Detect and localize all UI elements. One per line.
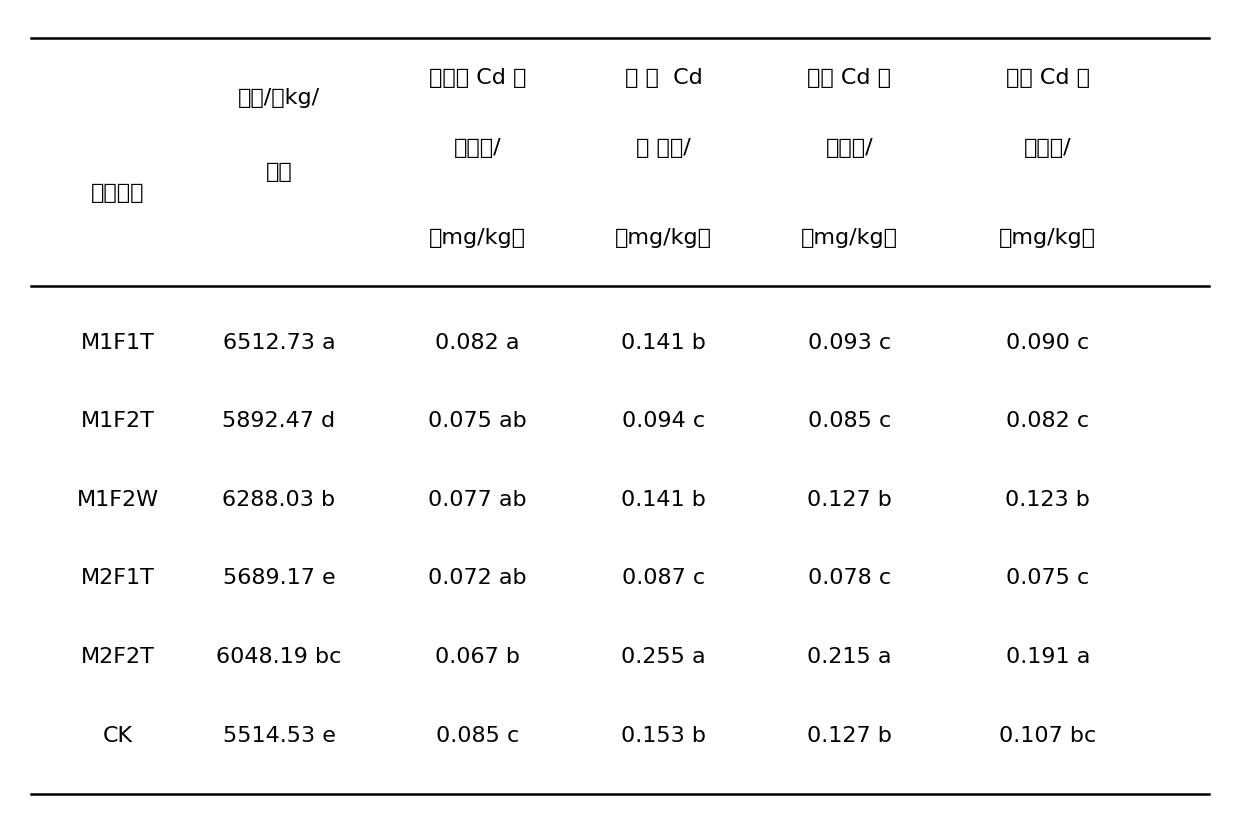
Text: 0.093 c: 0.093 c [807, 333, 892, 352]
Text: 0.075 ab: 0.075 ab [428, 411, 527, 431]
Text: M1F2T: M1F2T [81, 411, 155, 431]
Text: 亩）: 亩） [265, 162, 293, 182]
Text: 0.082 a: 0.082 a [435, 333, 520, 352]
Text: 0.191 a: 0.191 a [1006, 646, 1090, 666]
Text: 6512.73 a: 6512.73 a [223, 333, 335, 352]
Text: 5689.17 e: 5689.17 e [223, 568, 335, 588]
Text: M2F1T: M2F1T [81, 568, 155, 588]
Text: 0.141 b: 0.141 b [621, 489, 706, 509]
Text: 0.077 ab: 0.077 ab [428, 489, 527, 509]
Text: （mg/kg）: （mg/kg） [429, 228, 526, 247]
Text: 6048.19 bc: 6048.19 bc [216, 646, 342, 666]
Text: 0.090 c: 0.090 c [1006, 333, 1090, 352]
Text: 5892.47 d: 5892.47 d [222, 411, 336, 431]
Text: 0.153 b: 0.153 b [621, 725, 706, 744]
Text: 0.085 c: 0.085 c [807, 411, 892, 431]
Text: M2F2T: M2F2T [81, 646, 155, 666]
Text: CK: CK [103, 725, 133, 744]
Text: （mg/kg）: （mg/kg） [999, 228, 1096, 247]
Text: 0.075 c: 0.075 c [1006, 568, 1090, 588]
Text: 0.127 b: 0.127 b [807, 725, 892, 744]
Text: 量　　/: 量 / [454, 138, 501, 157]
Text: 0.127 b: 0.127 b [807, 489, 892, 509]
Text: 5514.53 e: 5514.53 e [222, 725, 336, 744]
Text: 产量/（kg/: 产量/（kg/ [238, 88, 320, 108]
Text: 叶中 Cd 含: 叶中 Cd 含 [1006, 68, 1090, 88]
Text: 0.085 c: 0.085 c [435, 725, 520, 744]
Text: 0.141 b: 0.141 b [621, 333, 706, 352]
Text: 根 中  Cd: 根 中 Cd [625, 68, 702, 88]
Text: 0.107 bc: 0.107 bc [999, 725, 1096, 744]
Text: 茎中 Cd 含: 茎中 Cd 含 [807, 68, 892, 88]
Text: 0.087 c: 0.087 c [621, 568, 706, 588]
Text: 0.094 c: 0.094 c [621, 411, 706, 431]
Text: M1F1T: M1F1T [81, 333, 155, 352]
Text: （mg/kg）: （mg/kg） [801, 228, 898, 247]
Text: 0.082 c: 0.082 c [1006, 411, 1090, 431]
Text: 含 量　/: 含 量 / [636, 138, 691, 157]
Text: 处理编号: 处理编号 [91, 183, 145, 202]
Text: （mg/kg）: （mg/kg） [615, 228, 712, 247]
Text: 籽粒中 Cd 含: 籽粒中 Cd 含 [429, 68, 526, 88]
Text: 0.067 b: 0.067 b [435, 646, 520, 666]
Text: 0.123 b: 0.123 b [1006, 489, 1090, 509]
Text: 6288.03 b: 6288.03 b [222, 489, 336, 509]
Text: 0.078 c: 0.078 c [807, 568, 892, 588]
Text: 0.072 ab: 0.072 ab [428, 568, 527, 588]
Text: 0.215 a: 0.215 a [807, 646, 892, 666]
Text: 量　　/: 量 / [1024, 138, 1071, 157]
Text: 0.255 a: 0.255 a [621, 646, 706, 666]
Text: M1F2W: M1F2W [77, 489, 159, 509]
Text: 量　　/: 量 / [826, 138, 873, 157]
